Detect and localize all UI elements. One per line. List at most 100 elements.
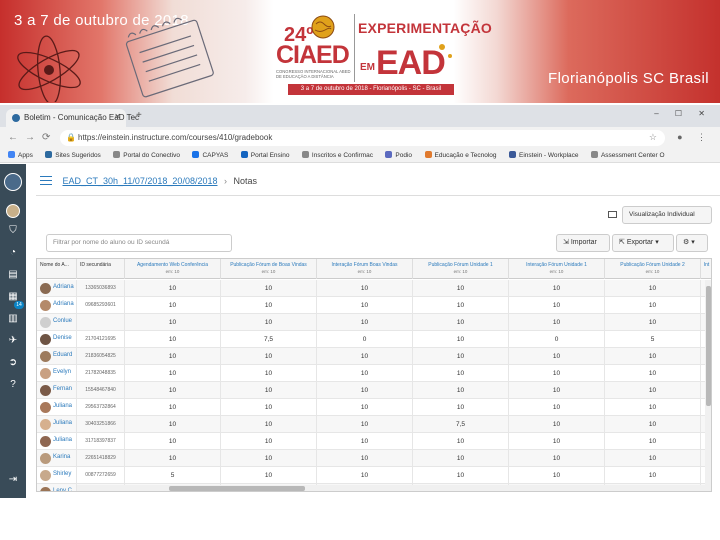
grade-cell[interactable]: 10 xyxy=(605,450,701,467)
column-header-student[interactable]: Nome do A... xyxy=(37,259,77,279)
student-name-cell[interactable]: Evelyn xyxy=(37,365,77,382)
grade-cell[interactable]: 10 xyxy=(221,416,317,433)
grade-cell[interactable]: 7,5 xyxy=(221,331,317,348)
column-header-assignment[interactable]: Publicação Fórum Unidade 2 em: 10 xyxy=(605,259,701,279)
grade-cell[interactable]: 10 xyxy=(125,331,221,348)
new-tab-button[interactable]: + xyxy=(136,110,142,121)
address-bar[interactable]: 🔒 https://einstein.instructure.com/cours… xyxy=(60,130,665,146)
account-avatar[interactable] xyxy=(6,204,20,218)
grade-cell[interactable]: 10 xyxy=(317,450,413,467)
student-name-cell[interactable]: Shirley xyxy=(37,467,77,484)
grade-cell[interactable]: 10 xyxy=(221,348,317,365)
student-name[interactable]: Karina xyxy=(53,454,71,460)
bookmark-item[interactable]: Sites Sugeridos xyxy=(45,149,101,162)
grade-cell[interactable]: 10 xyxy=(605,314,701,331)
bookmark-item[interactable]: Podio xyxy=(385,149,412,162)
grade-cell[interactable]: 10 xyxy=(125,433,221,450)
student-name-cell[interactable]: Adriana xyxy=(37,297,77,314)
grade-cell[interactable]: 10 xyxy=(317,382,413,399)
grade-cell[interactable]: 10 xyxy=(605,348,701,365)
grade-cell[interactable]: 10 xyxy=(509,382,605,399)
grade-cell[interactable]: 10 xyxy=(413,280,509,297)
grade-cell[interactable]: 10 xyxy=(125,382,221,399)
grade-cell[interactable]: 10 xyxy=(509,297,605,314)
scrollbar-thumb[interactable] xyxy=(706,286,711,406)
grade-cell[interactable]: 10 xyxy=(317,280,413,297)
course-menu-icon[interactable] xyxy=(40,176,52,185)
student-name-cell[interactable]: Juliana xyxy=(37,433,77,450)
bookmark-item[interactable]: Portal do Conectivo xyxy=(113,149,180,162)
student-name[interactable]: Adriana xyxy=(53,301,74,307)
bookmark-item[interactable]: Assessment Center O xyxy=(590,149,665,162)
student-name[interactable]: Juliana xyxy=(53,420,73,426)
column-header-assignment[interactable]: Int xyxy=(701,259,711,279)
grade-cell[interactable]: 10 xyxy=(125,348,221,365)
grade-cell[interactable]: 10 xyxy=(509,399,605,416)
grade-cell[interactable]: 10 xyxy=(125,314,221,331)
grade-cell[interactable]: 5 xyxy=(125,467,221,484)
grade-cell[interactable]: 10 xyxy=(509,365,605,382)
bookmark-item[interactable]: Inscritos e Confirmac xyxy=(301,149,373,162)
grade-cell[interactable]: 10 xyxy=(605,433,701,450)
student-filter-input[interactable]: Filtrar por nome do aluno ou ID secundá xyxy=(46,234,232,252)
grade-cell[interactable]: 10 xyxy=(413,314,509,331)
column-header-assignment[interactable]: Interação Fórum Unidade 1 em: 10 xyxy=(509,259,605,279)
grade-cell[interactable]: 10 xyxy=(317,467,413,484)
grade-cell[interactable]: 10 xyxy=(509,467,605,484)
grade-cell[interactable]: 10 xyxy=(317,416,413,433)
import-button[interactable]: ⇲ Importar xyxy=(556,234,610,252)
grade-cell[interactable]: 10 xyxy=(413,450,509,467)
student-name-cell[interactable]: Fernan xyxy=(37,382,77,399)
student-name-cell[interactable]: Conlue xyxy=(37,314,77,331)
student-name[interactable]: Juliana xyxy=(53,403,73,409)
collapse-nav-icon[interactable]: ⇥ xyxy=(8,474,18,485)
individual-view-button[interactable]: Visualização Individual xyxy=(622,206,712,224)
horizontal-scrollbar[interactable] xyxy=(77,485,711,491)
grade-cell[interactable]: 10 xyxy=(221,280,317,297)
grade-cell[interactable]: 10 xyxy=(413,297,509,314)
grade-cell[interactable]: 10 xyxy=(413,331,509,348)
inbox-icon[interactable]: ▥ xyxy=(8,313,18,324)
grade-cell[interactable]: 10 xyxy=(413,433,509,450)
window-controls[interactable]: – ☐ ✕ xyxy=(654,109,712,118)
grade-cell[interactable]: 10 xyxy=(125,450,221,467)
student-name[interactable]: Eduard xyxy=(53,352,73,358)
student-name[interactable]: Adriana xyxy=(53,284,74,290)
bookmark-star-icon[interactable]: ☆ xyxy=(648,132,657,142)
grade-cell[interactable]: 10 xyxy=(221,365,317,382)
grade-cell[interactable]: 10 xyxy=(317,297,413,314)
grade-cell[interactable]: 0 xyxy=(509,331,605,348)
column-header-assignment[interactable]: Publicação Fórum Unidade 1 em: 10 xyxy=(413,259,509,279)
shield-icon[interactable]: ⛉ xyxy=(9,225,17,236)
grade-cell[interactable]: 10 xyxy=(509,348,605,365)
student-name[interactable]: Evelyn xyxy=(53,369,72,375)
breadcrumb-course-link[interactable]: EAD_CT_30h_11/07/2018_20/08/2018 xyxy=(62,176,218,186)
grade-cell[interactable]: 10 xyxy=(509,314,605,331)
grade-cell[interactable]: 10 xyxy=(509,416,605,433)
column-header-assignment[interactable]: Interação Fórum Boas Vindas em: 10 xyxy=(317,259,413,279)
bookmark-item[interactable]: Einstein - Workplace xyxy=(509,149,579,162)
column-header-secondary-id[interactable]: ID secundária xyxy=(77,259,125,279)
courses-icon[interactable]: ▤ xyxy=(8,269,18,280)
bookmark-item[interactable]: Portal Ensino xyxy=(240,149,289,162)
help-icon[interactable]: ? xyxy=(10,379,16,390)
bookmark-item[interactable]: Apps xyxy=(8,149,33,162)
student-name-cell[interactable]: Leny C xyxy=(37,484,77,491)
grade-cell[interactable]: 10 xyxy=(509,450,605,467)
grade-cell[interactable]: 10 xyxy=(509,433,605,450)
grade-cell[interactable]: 10 xyxy=(413,467,509,484)
grade-cell[interactable]: 10 xyxy=(605,365,701,382)
grade-cell[interactable]: 0 xyxy=(317,331,413,348)
student-name[interactable]: Juliana xyxy=(53,437,73,443)
student-name-cell[interactable]: Juliana xyxy=(37,399,77,416)
bookmark-item[interactable]: Educação e Tecnolog xyxy=(424,149,497,162)
scrollbar-thumb[interactable] xyxy=(169,486,305,491)
student-name[interactable]: Shirley xyxy=(53,471,72,477)
grade-cell[interactable]: 10 xyxy=(317,314,413,331)
student-name[interactable]: Conlue xyxy=(53,318,73,324)
grade-cell[interactable]: 10 xyxy=(317,365,413,382)
grade-cell[interactable]: 10 xyxy=(221,450,317,467)
student-name[interactable]: Denise xyxy=(53,335,72,341)
grade-cell[interactable]: 10 xyxy=(125,399,221,416)
grade-cell[interactable]: 10 xyxy=(221,399,317,416)
